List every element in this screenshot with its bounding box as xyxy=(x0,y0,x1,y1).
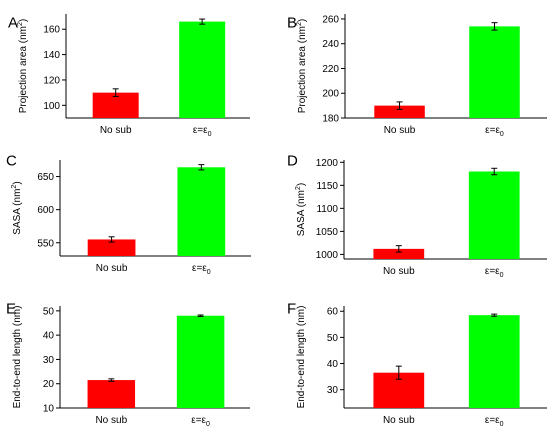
x-tick-label: ε=ε0 xyxy=(193,125,212,138)
y-tick-label: 550 xyxy=(37,238,54,249)
panel-letter: B xyxy=(287,14,297,31)
y-tick-label: 30 xyxy=(43,355,55,366)
x-tick-label: No sub xyxy=(100,125,132,136)
y-tick-label: 10 xyxy=(43,404,55,415)
chart-panel-b: B 180 200 220 240 260 No sub ε=ε0 Projection are… xyxy=(287,14,547,138)
chart-panel-f: F 30 40 50 60 No sub ε=ε0 End-to-end length (nm… xyxy=(287,300,547,428)
y-tick-label: 160 xyxy=(43,25,60,36)
panel-letter: E xyxy=(6,300,16,317)
y-tick-label: 50 xyxy=(327,333,339,344)
chart-panel-c: C 550 600 650 No sub ε=ε0 SASA (nm2) xyxy=(6,152,251,276)
x-tick-label: No sub xyxy=(383,266,415,277)
y-tick-label: 220 xyxy=(322,64,339,75)
bar-eps xyxy=(469,26,520,119)
y-tick-label: 120 xyxy=(43,75,60,86)
y-tick-label: 40 xyxy=(43,331,55,342)
x-tick-label: No sub xyxy=(384,125,416,136)
bar-no-sub xyxy=(87,380,136,408)
bar-no-sub xyxy=(373,248,425,259)
chart-panel-e: E 10 20 30 40 50 No sub ε=ε0 End-to-end length (… xyxy=(6,300,250,428)
y-tick-label: 50 xyxy=(43,306,55,317)
panel-letter: C xyxy=(6,152,17,169)
chart-panel-d: D 1000 1050 1100 1150 1200 No sub ε=ε0 SASA (nm2… xyxy=(287,152,547,279)
y-tick-label: 1200 xyxy=(316,158,339,169)
y-tick-label: 180 xyxy=(322,114,339,125)
y-tick-label: 1100 xyxy=(316,204,338,215)
x-tick-label: No sub xyxy=(383,415,415,426)
panel-letter: A xyxy=(8,14,18,31)
x-tick-label: ε=ε0 xyxy=(191,415,210,428)
y-tick-label: 1000 xyxy=(316,250,339,261)
y-tick-label: 650 xyxy=(37,172,54,183)
x-tick-label: ε=ε0 xyxy=(485,415,504,428)
bar-eps xyxy=(179,21,226,118)
y-tick-label: 260 xyxy=(322,14,339,25)
y-tick-label: 200 xyxy=(322,89,339,100)
panel-letter: D xyxy=(287,152,298,169)
bar-eps xyxy=(468,315,520,408)
y-tick-label: 40 xyxy=(327,359,339,370)
y-tick-label: 1150 xyxy=(316,181,338,192)
x-tick-label: ε=ε0 xyxy=(485,266,504,279)
chart-panel-a: A 100 120 140 160 No sub ε=ε0 Projection area (… xyxy=(8,14,250,138)
y-axis-label: SASA (nm2) xyxy=(11,181,23,234)
y-axis-label: End-to-end length (nm) xyxy=(296,306,307,409)
y-axis-label: SASA (nm2) xyxy=(295,183,307,236)
y-axis-label: Projection area (nm2) xyxy=(17,19,29,114)
x-tick-label: ε=ε0 xyxy=(192,263,211,276)
x-tick-label: ε=ε0 xyxy=(485,125,504,138)
bar-eps xyxy=(468,171,520,259)
y-tick-label: 1050 xyxy=(316,227,339,238)
y-tick-label: 60 xyxy=(327,307,339,318)
x-tick-label: No sub xyxy=(95,415,127,426)
y-axis-label: End-to-end length (nm) xyxy=(12,306,23,409)
y-tick-label: 30 xyxy=(327,385,339,396)
panel-letter: F xyxy=(287,300,296,317)
bar-no-sub xyxy=(87,239,136,256)
y-tick-label: 100 xyxy=(43,101,60,112)
y-tick-label: 140 xyxy=(43,50,60,61)
x-tick-label: No sub xyxy=(96,263,128,274)
y-tick-label: 600 xyxy=(37,205,54,216)
y-tick-label: 20 xyxy=(43,379,55,390)
bar-eps xyxy=(176,315,225,408)
y-axis-label: Projection area (nm2) xyxy=(296,19,308,114)
bar-no-sub xyxy=(374,105,425,118)
bar-eps xyxy=(177,167,226,256)
y-tick-label: 240 xyxy=(322,39,339,50)
